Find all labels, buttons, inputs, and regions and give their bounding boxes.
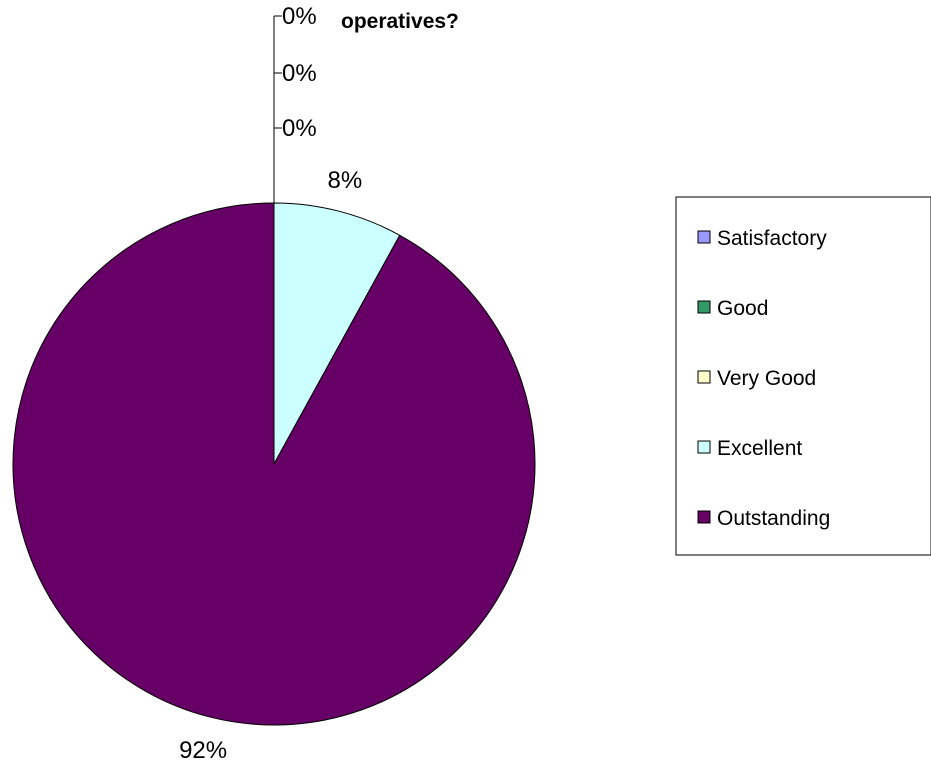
slice-outstanding xyxy=(12,202,536,726)
chart-title: operatives? xyxy=(341,10,459,33)
leader-lines xyxy=(273,15,282,203)
value-label-outstanding: 92% xyxy=(179,737,227,764)
legend-swatch-excellent xyxy=(697,440,711,454)
pie-slices xyxy=(12,202,536,726)
value-label-excellent: 8% xyxy=(328,167,363,194)
legend-swatch-good xyxy=(697,300,711,314)
legend-frame xyxy=(675,196,931,556)
legend-label-excellent: Excellent xyxy=(717,437,802,460)
legend-swatch-very-good xyxy=(697,370,711,384)
value-label-satisfactory: 0% xyxy=(282,3,317,30)
legend-label-very-good: Very Good xyxy=(717,367,816,390)
legend-swatch-satisfactory xyxy=(697,230,711,244)
legend-swatch-outstanding xyxy=(697,510,711,524)
value-label-good: 0% xyxy=(282,60,317,87)
legend-label-satisfactory: Satisfactory xyxy=(717,227,827,250)
slice-excellent xyxy=(273,202,401,465)
value-label-very-good: 0% xyxy=(282,115,317,142)
slice-labels: 0% 0% 0% 8% 92% xyxy=(179,3,362,764)
legend-label-outstanding: Outstanding xyxy=(717,507,830,530)
legend: Satisfactory Good Very Good Excellent Outsta… xyxy=(675,196,931,556)
legend-label-good: Good xyxy=(717,297,768,320)
